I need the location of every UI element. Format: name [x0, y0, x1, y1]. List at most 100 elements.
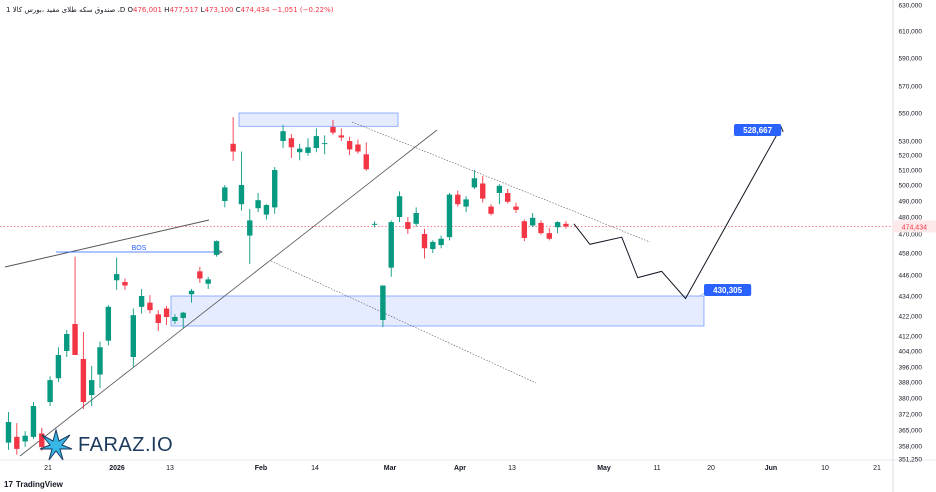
x-tick-label: 13: [166, 465, 174, 472]
y-tick-label: 372,000: [899, 412, 923, 419]
trend-line-upper: [4, 219, 210, 268]
candle-body: [55, 355, 62, 379]
y-tick-label: 630,000: [899, 3, 923, 10]
candle-body: [529, 217, 536, 226]
candle-body: [346, 141, 353, 150]
symbol-name: 1 صندوق سکه طلای مفید ،بورس کالا ،D: [6, 6, 126, 14]
high-label: H: [164, 6, 170, 14]
target-high-label-text: 528,667: [743, 126, 772, 135]
x-tick-label: 13: [508, 465, 516, 472]
candle-body: [288, 138, 295, 148]
candle-body: [247, 220, 253, 236]
faraz-logo-icon: [39, 428, 73, 461]
candle-body: [421, 234, 428, 249]
ohlc-header: 1 صندوق سکه طلای مفید ،بورس کالا ،D O476…: [6, 6, 334, 14]
x-tick-label: 21: [44, 465, 52, 472]
candle-body: [430, 241, 436, 250]
x-tick-label: 2026: [109, 465, 125, 472]
y-tick-label: 404,000: [899, 349, 923, 356]
candle-body: [180, 312, 186, 318]
candle-body: [238, 185, 245, 205]
close-value: 474,434: [240, 6, 270, 14]
y-tick-label: 480,000: [899, 215, 923, 222]
candle-body: [172, 317, 178, 321]
y-tick-label: 490,000: [899, 199, 923, 206]
y-tick-label: 365,000: [899, 428, 923, 435]
y-tick-label: 520,000: [899, 153, 923, 160]
candle-body: [313, 136, 320, 148]
low-label: L: [200, 6, 205, 14]
y-tick-label: 530,000: [899, 139, 923, 146]
candle-body: [230, 143, 236, 152]
x-tick-label: May: [597, 465, 611, 472]
trend-line-rising: [19, 129, 438, 457]
target-low-label-box: [704, 284, 752, 296]
candle-body: [64, 334, 70, 351]
candle-body: [513, 206, 519, 210]
candle-body: [30, 406, 37, 437]
candle-body: [338, 135, 344, 138]
candle-body: [80, 359, 87, 402]
candle-body: [188, 290, 195, 295]
candle-body: [563, 223, 569, 227]
candle-body: [438, 238, 444, 246]
last-price-tag-text: 474,434: [902, 224, 927, 231]
candle-body: [455, 194, 461, 205]
change-value: −1,051 (−0.22%): [271, 6, 334, 14]
candle-body: [47, 380, 53, 402]
x-tick-label: 14: [311, 465, 319, 472]
high-value: 477,517: [169, 6, 199, 14]
y-tick-label: 610,000: [899, 29, 923, 36]
x-tick-label: 20: [707, 465, 715, 472]
candle-body: [280, 131, 286, 141]
candle-body: [89, 380, 95, 395]
candle-body: [496, 185, 503, 193]
x-tick-label: Apr: [454, 465, 466, 472]
y-tick-label: 396,000: [899, 365, 923, 372]
low-value: 473,100: [204, 6, 234, 14]
y-tick-label: 550,000: [899, 111, 923, 118]
channel-line-upper: [351, 121, 651, 243]
y-tick-label: 500,000: [899, 183, 923, 190]
candle-body: [105, 306, 112, 341]
resistance-zone: [238, 112, 399, 127]
candle-body: [521, 221, 528, 238]
channel-line-lower: [270, 260, 537, 384]
candle-body: [263, 205, 270, 215]
candle-body: [413, 213, 419, 224]
candle-body: [138, 296, 145, 307]
tradingview-logo[interactable]: 17 TradingView: [4, 480, 63, 489]
candle-body: [446, 194, 453, 238]
candle-body: [480, 183, 486, 199]
candle-body: [14, 436, 20, 449]
candle-body: [405, 222, 411, 229]
candle-body: [363, 154, 369, 170]
candle-body: [222, 187, 228, 201]
y-tick-label: 412,000: [899, 334, 923, 341]
x-tick-label: 11: [653, 465, 660, 472]
y-tick-label: 458,000: [899, 251, 923, 258]
candle-body: [97, 347, 103, 375]
y-tick-label: 470,000: [899, 232, 923, 239]
candle-body: [272, 170, 278, 208]
watermark: FARAZ.IO: [38, 428, 173, 462]
y-tick-label: 446,000: [899, 273, 923, 280]
candle-body: [505, 193, 511, 202]
candle-body: [122, 282, 128, 286]
candle-body: [130, 315, 136, 357]
candle-body: [163, 308, 170, 317]
candle-body: [321, 143, 328, 145]
target-high-label-box: [734, 124, 782, 136]
candle-body: [197, 271, 203, 279]
y-tick-label: 570,000: [899, 84, 923, 91]
x-tick-label: Mar: [384, 465, 397, 472]
y-tick-label: 358,000: [899, 444, 923, 451]
candle-body: [22, 435, 28, 442]
candle-body: [538, 222, 544, 234]
candle-body: [355, 144, 361, 152]
y-tick-label: 422,000: [899, 314, 923, 321]
candle-body: [113, 274, 120, 281]
candle-body: [396, 196, 403, 217]
watermark-text: FARAZ.IO: [78, 433, 174, 456]
